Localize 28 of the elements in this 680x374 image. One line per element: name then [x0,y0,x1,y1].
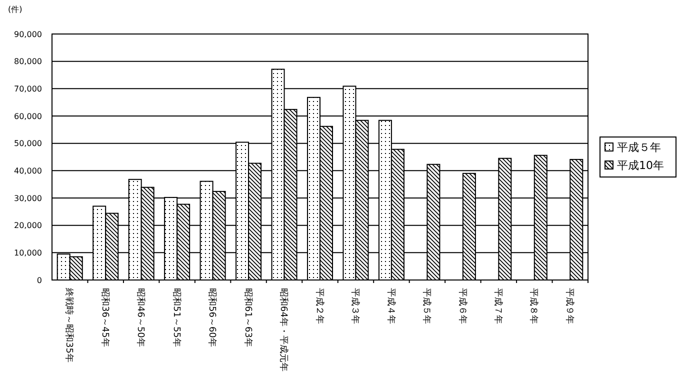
y-tick-label: 60,000 [14,112,42,121]
x-tick-label: 昭和61～63年 [242,288,254,347]
x-tick-label: 終戦時～昭和35年 [64,287,75,362]
y-tick-label: 0 [36,276,42,285]
x-tick-label: 平成４年 [385,288,396,324]
y-tick-label: 10,000 [14,248,42,258]
y-tick-label: 30,000 [14,194,42,203]
x-tick-label: 昭和51～55年 [170,288,182,347]
legend-label: 平成10年 [617,158,664,172]
x-tick-label: 平成３年 [350,288,361,324]
x-tick-label: 平成８年 [528,288,540,324]
x-tick-label: 昭和36～45年 [99,288,110,347]
y-tick-label: 80,000 [14,57,42,66]
x-tick-label: 平成６年 [456,288,468,324]
y-tick-label: 40,000 [14,166,42,176]
x-tick-label: 平成９年 [564,288,575,324]
x-tick-label: 平成５年 [421,288,432,324]
x-tick-label: 平成７年 [492,288,504,324]
y-tick-label: 90,000 [14,30,42,39]
legend-label: 平成５年 [617,140,661,154]
y-tick-label: 50,000 [14,139,42,148]
y-tick-label: 70,000 [14,84,42,94]
y-axis-title: (件) [8,5,22,14]
x-tick-label: 昭和46～50年 [135,288,146,347]
y-tick-label: 20,000 [14,221,42,230]
x-tick-label: 昭和64年・平成元年 [278,288,290,372]
x-tick-label: 昭和56～60年 [206,288,218,347]
x-tick-label: 平成２年 [314,288,325,324]
